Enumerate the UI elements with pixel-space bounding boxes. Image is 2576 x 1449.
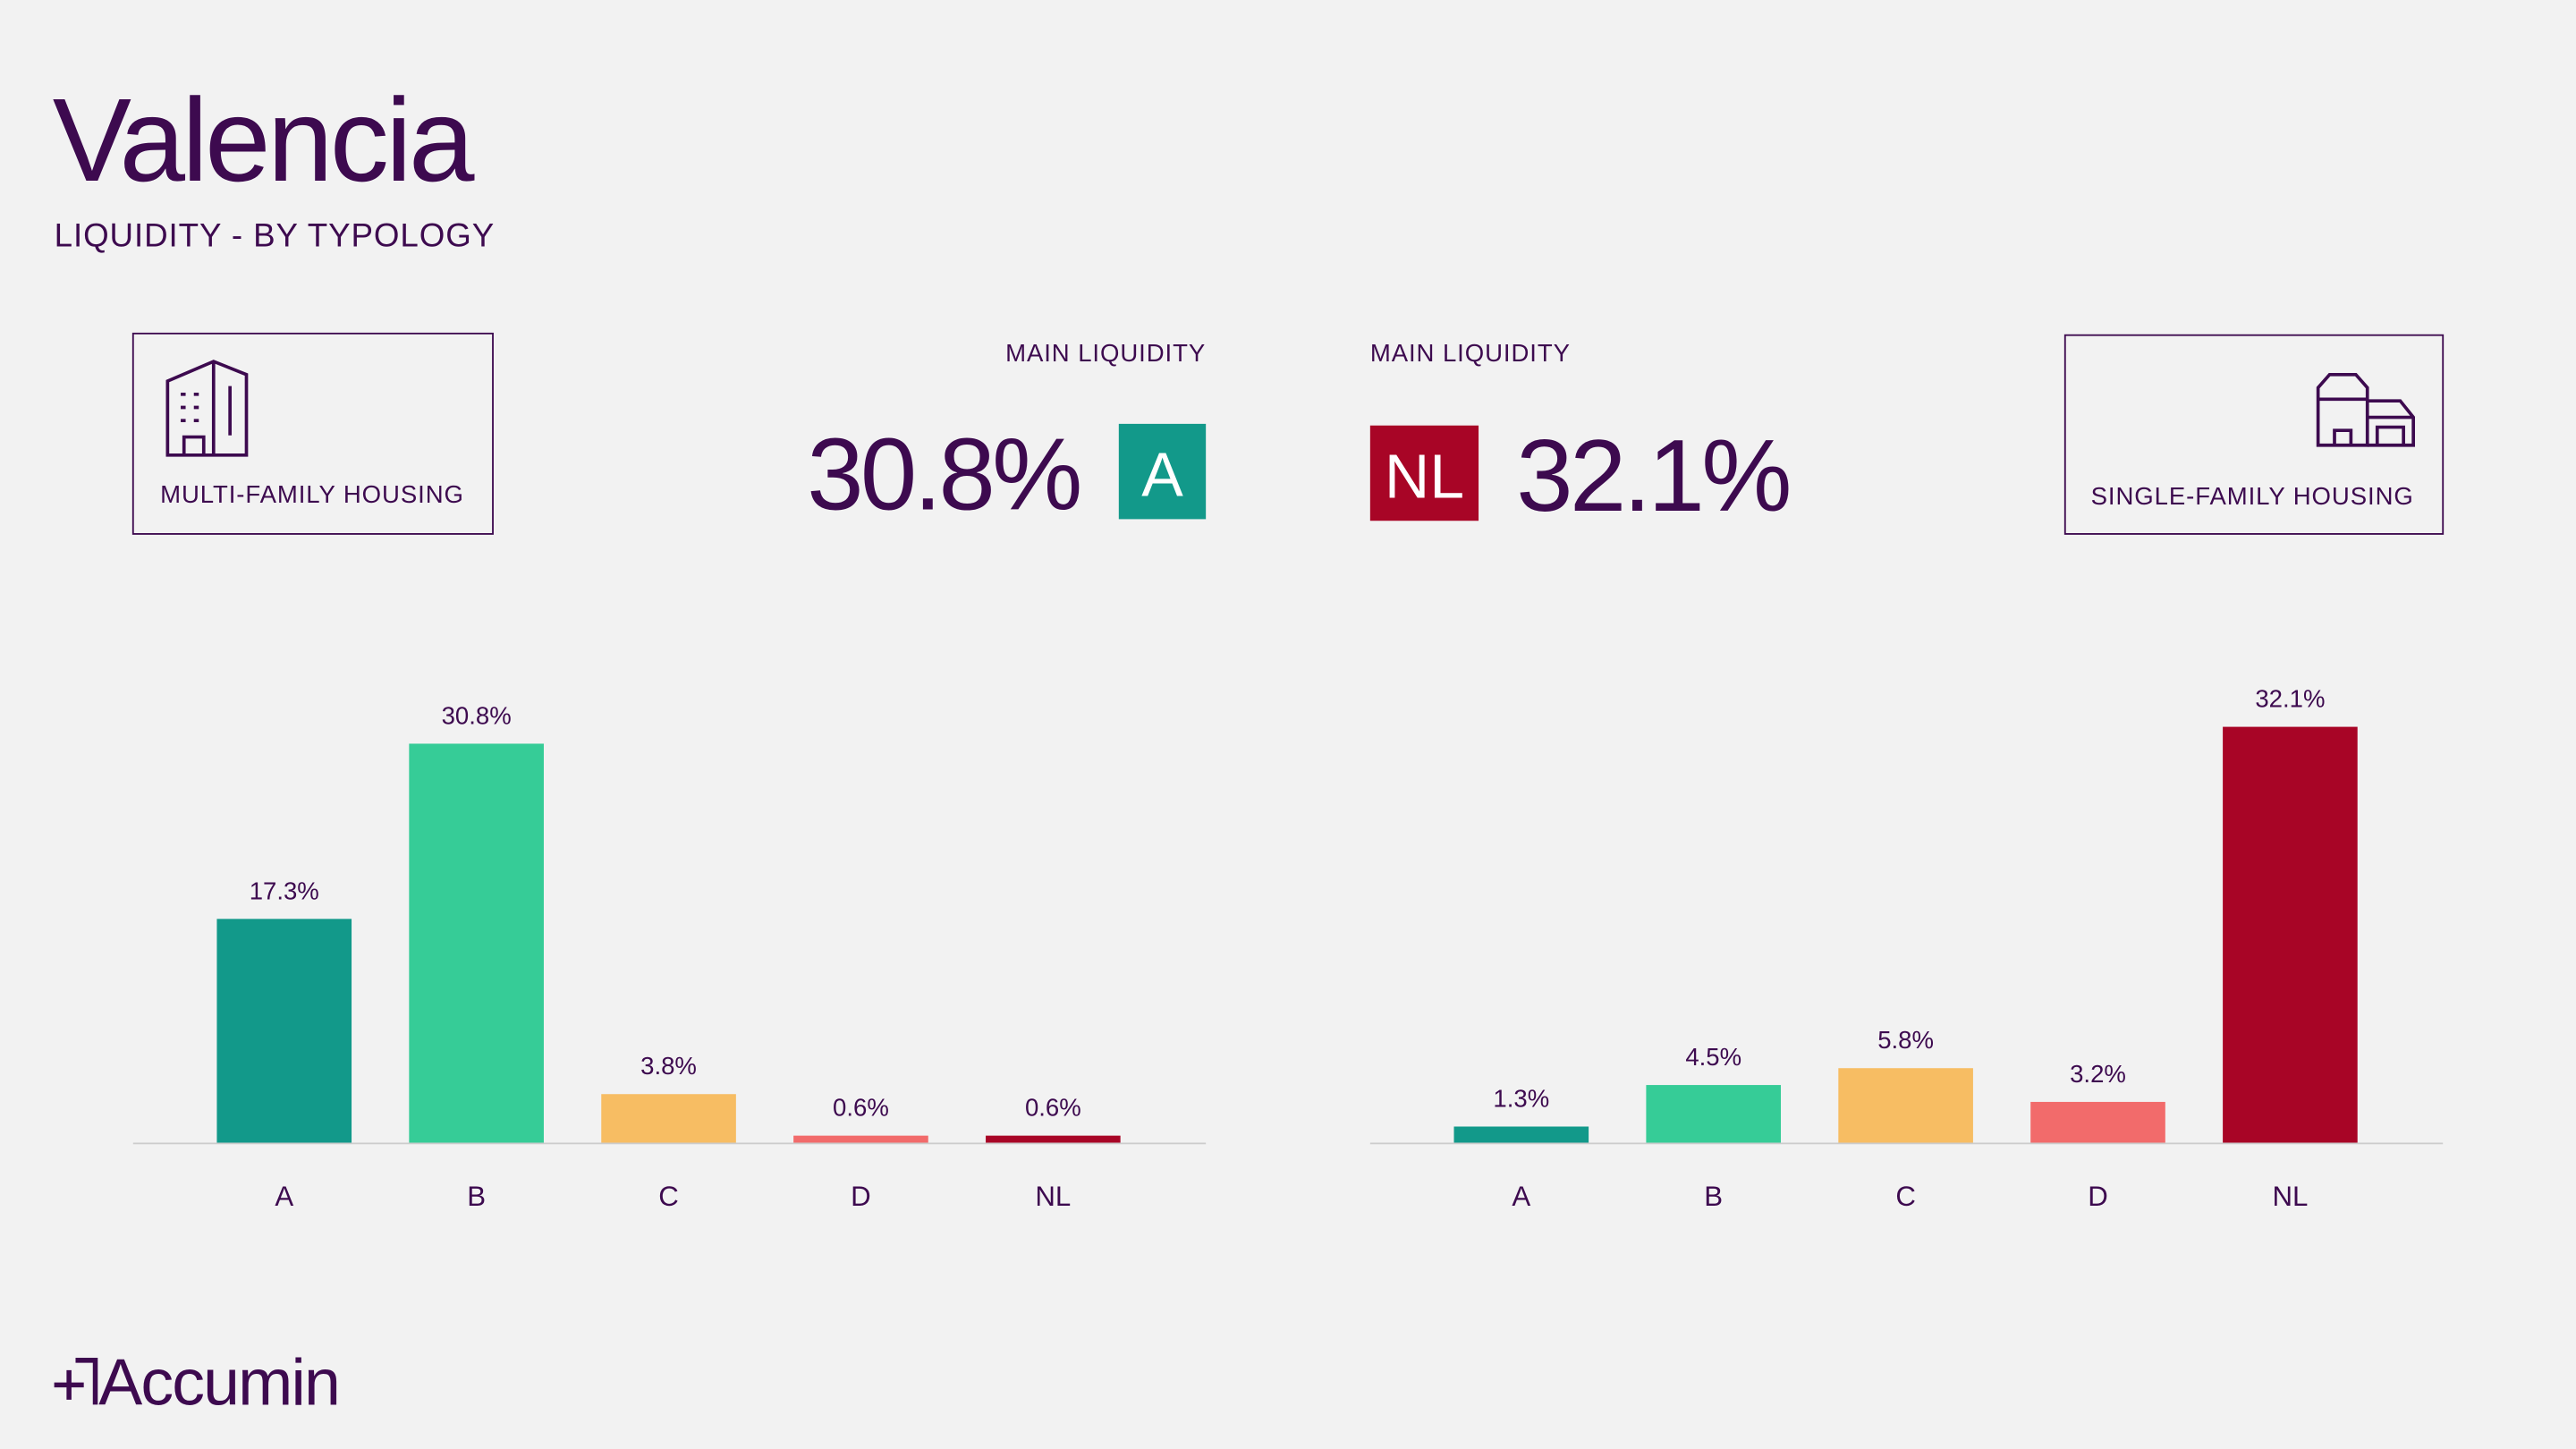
value-label: 32.1% [2255,685,2325,713]
value-label: 4.5% [1685,1043,1741,1071]
main-liquidity-value: 30.8% [807,418,1080,531]
value-label: 0.6% [1025,1094,1081,1122]
main-class-box [1369,425,1479,521]
logo-mark [54,1358,98,1405]
value-label: 30.8% [442,701,512,729]
subtitle: LIQUIDITY - BY TYPOLOGY [55,217,496,254]
bar [1646,1085,1782,1144]
main-class-box [1118,423,1207,520]
panel-label: SINGLE-FAMILY HOUSING [2091,482,2414,510]
bar [793,1135,928,1144]
bar [2223,726,2358,1144]
logo: Accumin [98,1344,339,1419]
value-label: 1.3% [1493,1084,1549,1112]
value-label: 3.8% [640,1052,697,1080]
bar [1453,1126,1589,1144]
x-tick-label: A [275,1181,293,1212]
x-tick-label: C [1895,1181,1916,1212]
value-label: 3.2% [2070,1060,2126,1088]
bar [1838,1068,1973,1144]
bar [216,919,352,1144]
x-tick-label: C [658,1181,679,1212]
x-tick-label: B [1704,1181,1723,1212]
bar [2030,1101,2165,1144]
bar [601,1094,736,1144]
house-icon [2316,372,2415,447]
main-liquidity-value: 32.1% [1516,419,1789,533]
value-label: 5.8% [1877,1026,1934,1054]
bar [986,1135,1121,1144]
x-tick-label: NL [2272,1181,2308,1212]
building-icon [165,360,249,457]
panel-label: MULTI-FAMILY HOUSING [160,480,464,508]
panel-box [131,332,494,535]
main-class: NL [1385,442,1464,512]
x-tick-label: A [1512,1181,1530,1212]
main-liquidity-label: MAIN LIQUIDITY [1005,339,1206,367]
main-class: A [1141,440,1183,510]
value-label: 17.3% [250,877,319,904]
x-tick-label: D [2088,1181,2108,1212]
value-label: 0.6% [833,1094,889,1122]
x-tick-label: NL [1035,1181,1071,1212]
main-liquidity-label: MAIN LIQUIDITY [1370,339,1571,367]
x-tick-label: D [851,1181,871,1212]
bar [409,743,544,1144]
title: Valencia [53,74,475,207]
panel-box [2063,334,2445,535]
x-tick-label: B [467,1181,486,1212]
